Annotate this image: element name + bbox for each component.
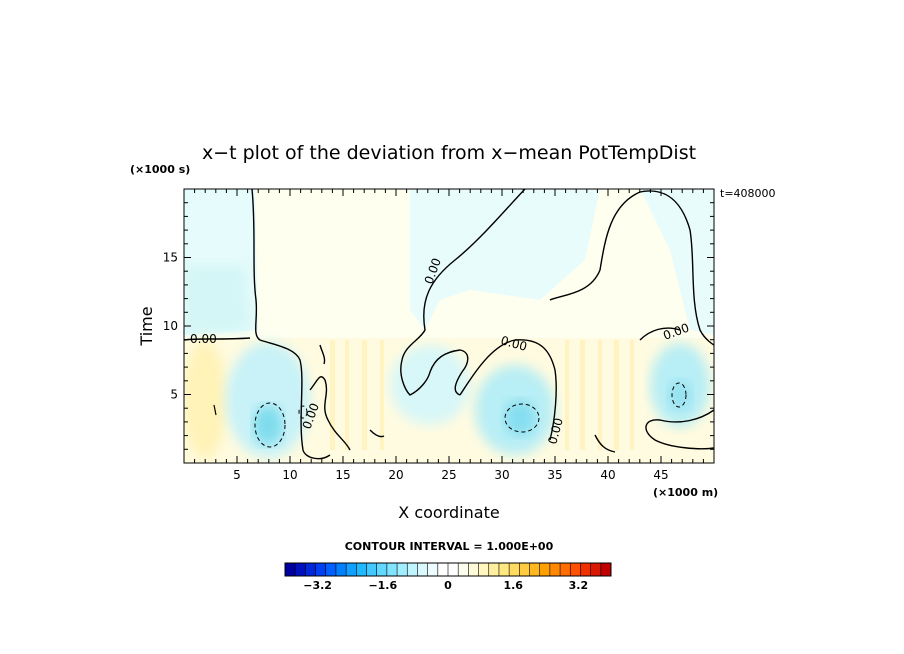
colorbar-cell: [325, 563, 337, 576]
x-axis: 5 10 15 20 25 30 35 40 45: [194, 189, 704, 482]
colorbar-frame: [284, 562, 612, 577]
x-tick-label: 5: [233, 468, 241, 482]
x-tick-label: 40: [600, 468, 615, 482]
colorbar-cell: [417, 563, 428, 576]
colorbar-tick-label: 0: [444, 579, 452, 592]
x-axis-label: X coordinate: [398, 503, 499, 522]
x-tick-label: 10: [282, 468, 297, 482]
colorbar-tick-label: −3.2: [303, 579, 332, 592]
colorbar-cell: [305, 563, 316, 576]
cold-cell-2: [390, 345, 470, 425]
contour-9: [319, 344, 326, 365]
small-contour: [213, 404, 217, 416]
x-tick-label: 35: [547, 468, 562, 482]
contour-5: [549, 190, 714, 346]
contour-1: [251, 189, 331, 460]
contour-10: [369, 429, 385, 438]
zero-contours: [184, 189, 714, 460]
colorbar-cell: [590, 563, 602, 576]
contour-6: [639, 327, 681, 341]
colorbar-cell: [295, 563, 306, 576]
y-tick-label: 5: [170, 388, 178, 402]
y-tick-label: 10: [163, 319, 178, 333]
colorbar-cell: [386, 563, 398, 576]
colorbar-cell: [498, 563, 510, 576]
colorbar-tick-label: 1.6: [503, 579, 523, 592]
neg-contour-3: [671, 382, 687, 408]
colorbar-ticks: −3.2 −1.6 0 1.6 3.2: [303, 579, 588, 592]
chart-title: x−t plot of the deviation from x−mean Po…: [202, 142, 696, 164]
contour-11: [594, 434, 616, 453]
x-tick-label: 30: [494, 468, 509, 482]
colorbar-cell: [427, 563, 439, 576]
region-upper-right: [410, 189, 714, 335]
cold-core-3: [504, 400, 536, 436]
neg-contour-2: [504, 403, 540, 433]
colorbar-cell: [397, 563, 408, 576]
contour-8: [309, 376, 351, 451]
x-unit-label: (×1000 m): [653, 486, 718, 499]
neg-contour-1: [254, 402, 286, 448]
contour-3: [400, 189, 526, 396]
colorbar-cell: [376, 563, 388, 576]
colorbar-cell: [488, 563, 500, 576]
colorbar-cell: [315, 563, 327, 576]
warm-left: [184, 340, 227, 460]
contour-2: [184, 337, 251, 341]
colorbar-cell: [468, 563, 479, 576]
colorbar-cell: [335, 563, 347, 576]
time-stamp: t=408000: [720, 187, 776, 200]
colorbar-cell: [580, 563, 591, 576]
colorbar-tick-label: −1.6: [368, 579, 397, 592]
y-axis-label: Time: [137, 306, 156, 346]
colorbar-cell: [570, 563, 581, 576]
x-tick-label: 25: [441, 468, 456, 482]
contour-label-5: 0.00: [545, 416, 565, 445]
contour-7: [645, 409, 714, 450]
negative-contours: [254, 382, 687, 448]
x-tick-label: 45: [653, 468, 668, 482]
colorbar-cell: [509, 563, 520, 576]
contour-4: [459, 339, 557, 441]
contour-interval-text: CONTOUR INTERVAL = 1.000E+00: [345, 540, 554, 553]
colorbar-cell: [549, 563, 561, 576]
y-axis: 5 10 15: [163, 202, 714, 450]
y-tick-label: 15: [163, 251, 178, 265]
colorbar-cell: [539, 563, 551, 576]
colorbar: [284, 562, 612, 577]
cold-core-1: [253, 405, 283, 445]
contour-label-1: 0.00: [190, 332, 217, 346]
neg-contour-4: [298, 405, 308, 419]
colorbar-cell: [346, 563, 357, 576]
contour-label-3: 0.00: [499, 333, 528, 353]
x-tick-label: 20: [388, 468, 403, 482]
colorbar-cell: [478, 563, 490, 576]
streaks: [330, 340, 634, 450]
colorbar-cell: [529, 563, 540, 576]
colorbar-cell: [519, 563, 530, 576]
region-upper-left-inner: [184, 265, 250, 335]
colorbar-cell: [437, 563, 449, 576]
colorbar-cell: [285, 563, 296, 576]
colorbar-cell: [458, 563, 469, 576]
colorbar-cell: [600, 563, 612, 576]
colorbar-cell: [407, 563, 418, 576]
colorbar-tick-label: 3.2: [569, 579, 589, 592]
colorbar-cell: [448, 563, 459, 576]
x-tick-label: 15: [335, 468, 350, 482]
y-unit-label: (×1000 s): [130, 163, 190, 176]
plot-area: 0.00 0.00 0.00 0.00 0.00 0.00: [183, 188, 715, 464]
colorbar-cell: [560, 563, 571, 576]
colorbar-cell: [356, 563, 367, 576]
cold-cell-1: [226, 342, 310, 458]
colorbar-cell: [366, 563, 377, 576]
